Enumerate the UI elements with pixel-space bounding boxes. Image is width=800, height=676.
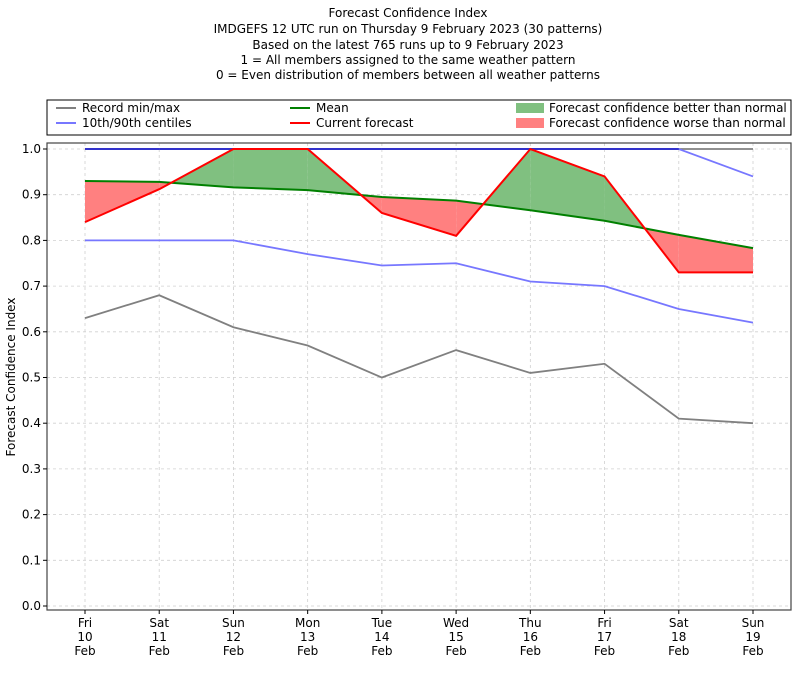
x-tick-label: 10 <box>77 630 92 644</box>
y-axis-label: Forecast Confidence Index <box>4 298 18 457</box>
x-tick-label: Feb <box>297 644 318 658</box>
chart-title: Forecast Confidence Index IMDGEFS 12 UTC… <box>214 6 603 82</box>
x-tick-label: Wed <box>443 616 469 630</box>
y-tick-label: 0.8 <box>22 233 41 247</box>
x-tick-label: Sun <box>742 616 765 630</box>
series-line-mean <box>84 179 754 250</box>
x-tick-label: Feb <box>223 644 244 658</box>
x-tick-label: Sun <box>222 616 245 630</box>
x-tick-label: 19 <box>745 630 760 644</box>
x-tick-label: 18 <box>671 630 686 644</box>
title-line-1: Forecast Confidence Index <box>329 6 488 20</box>
legend-swatch-patch <box>516 103 544 113</box>
x-tick-label: Feb <box>594 644 615 658</box>
legend-label: Mean <box>316 101 349 115</box>
fill-worse-than-normal <box>678 234 753 273</box>
y-tick-label: 0.2 <box>22 508 41 522</box>
series-line-record-min <box>84 294 754 425</box>
fill-better-than-normal <box>530 149 605 221</box>
title-line-5: 0 = Even distribution of members between… <box>216 68 600 82</box>
x-tick-label: Fri <box>597 616 611 630</box>
y-tick-label: 0.9 <box>22 188 41 202</box>
x-tick-label: Mon <box>295 616 320 630</box>
confidence-fills <box>85 149 753 273</box>
y-tick-label: 1.0 <box>22 142 41 156</box>
x-tick-label: 15 <box>448 630 463 644</box>
y-tick-label: 0.0 <box>22 599 41 613</box>
y-tick-label: 0.1 <box>22 553 41 567</box>
x-tick-label: Thu <box>518 616 542 630</box>
fill-worse-than-normal <box>381 196 457 236</box>
legend-label: Forecast confidence worse than normal <box>549 116 786 130</box>
x-tick-label: Feb <box>74 644 95 658</box>
grid <box>47 143 791 610</box>
plot-frame <box>46 142 792 611</box>
title-line-4: 1 = All members assigned to the same wea… <box>241 53 576 67</box>
y-tick-label: 0.5 <box>22 371 41 385</box>
series-line-90th-centile <box>85 148 754 178</box>
y-tick-label: 0.3 <box>22 462 41 476</box>
x-tick-label: 16 <box>523 630 538 644</box>
x-tick-label: 11 <box>152 630 167 644</box>
fill-better-than-normal <box>233 149 308 191</box>
x-tick-label: Sat <box>149 616 169 630</box>
x-tick-label: Feb <box>149 644 170 658</box>
x-tick-label: Feb <box>445 644 466 658</box>
y-tick-label: 0.6 <box>22 325 41 339</box>
x-tick-label: 17 <box>597 630 612 644</box>
x-tick-label: Fri <box>78 616 92 630</box>
legend-label: Record min/max <box>82 101 180 115</box>
fill-better-than-normal <box>171 149 234 188</box>
title-line-2: IMDGEFS 12 UTC run on Thursday 9 Februar… <box>214 22 603 36</box>
x-tick-label: Feb <box>520 644 541 658</box>
x-tick-label: Tue <box>371 616 393 630</box>
title-line-3: Based on the latest 765 runs up to 9 Feb… <box>252 38 563 52</box>
legend-label: Forecast confidence better than normal <box>549 101 787 115</box>
x-tick-label: 14 <box>374 630 389 644</box>
x-tick-label: Feb <box>371 644 392 658</box>
legend-label: Current forecast <box>316 116 414 130</box>
legend-frame <box>46 99 792 136</box>
y-axis: 0.0 0.1 0.2 0.3 0.4 0.5 0.6 0.7 0.8 0.9 1.0 <box>22 142 47 613</box>
series-lines <box>84 147 754 425</box>
y-tick-label: 0.7 <box>22 279 41 293</box>
series-line-current-forecast <box>84 147 753 274</box>
legend-swatch-patch <box>516 118 544 128</box>
x-axis: Fri10FebSat11FebSun12FebMon13FebTue14Feb… <box>74 610 764 658</box>
legend-label: 10th/90th centiles <box>82 116 192 130</box>
fill-worse-than-normal <box>85 180 160 223</box>
x-tick-label: Feb <box>668 644 689 658</box>
y-tick-label: 0.4 <box>22 416 41 430</box>
x-tick-label: Sat <box>669 616 689 630</box>
x-tick-label: Feb <box>742 644 763 658</box>
x-tick-label: 13 <box>300 630 315 644</box>
x-tick-label: 12 <box>226 630 241 644</box>
series-line-10th-centile <box>85 239 754 324</box>
